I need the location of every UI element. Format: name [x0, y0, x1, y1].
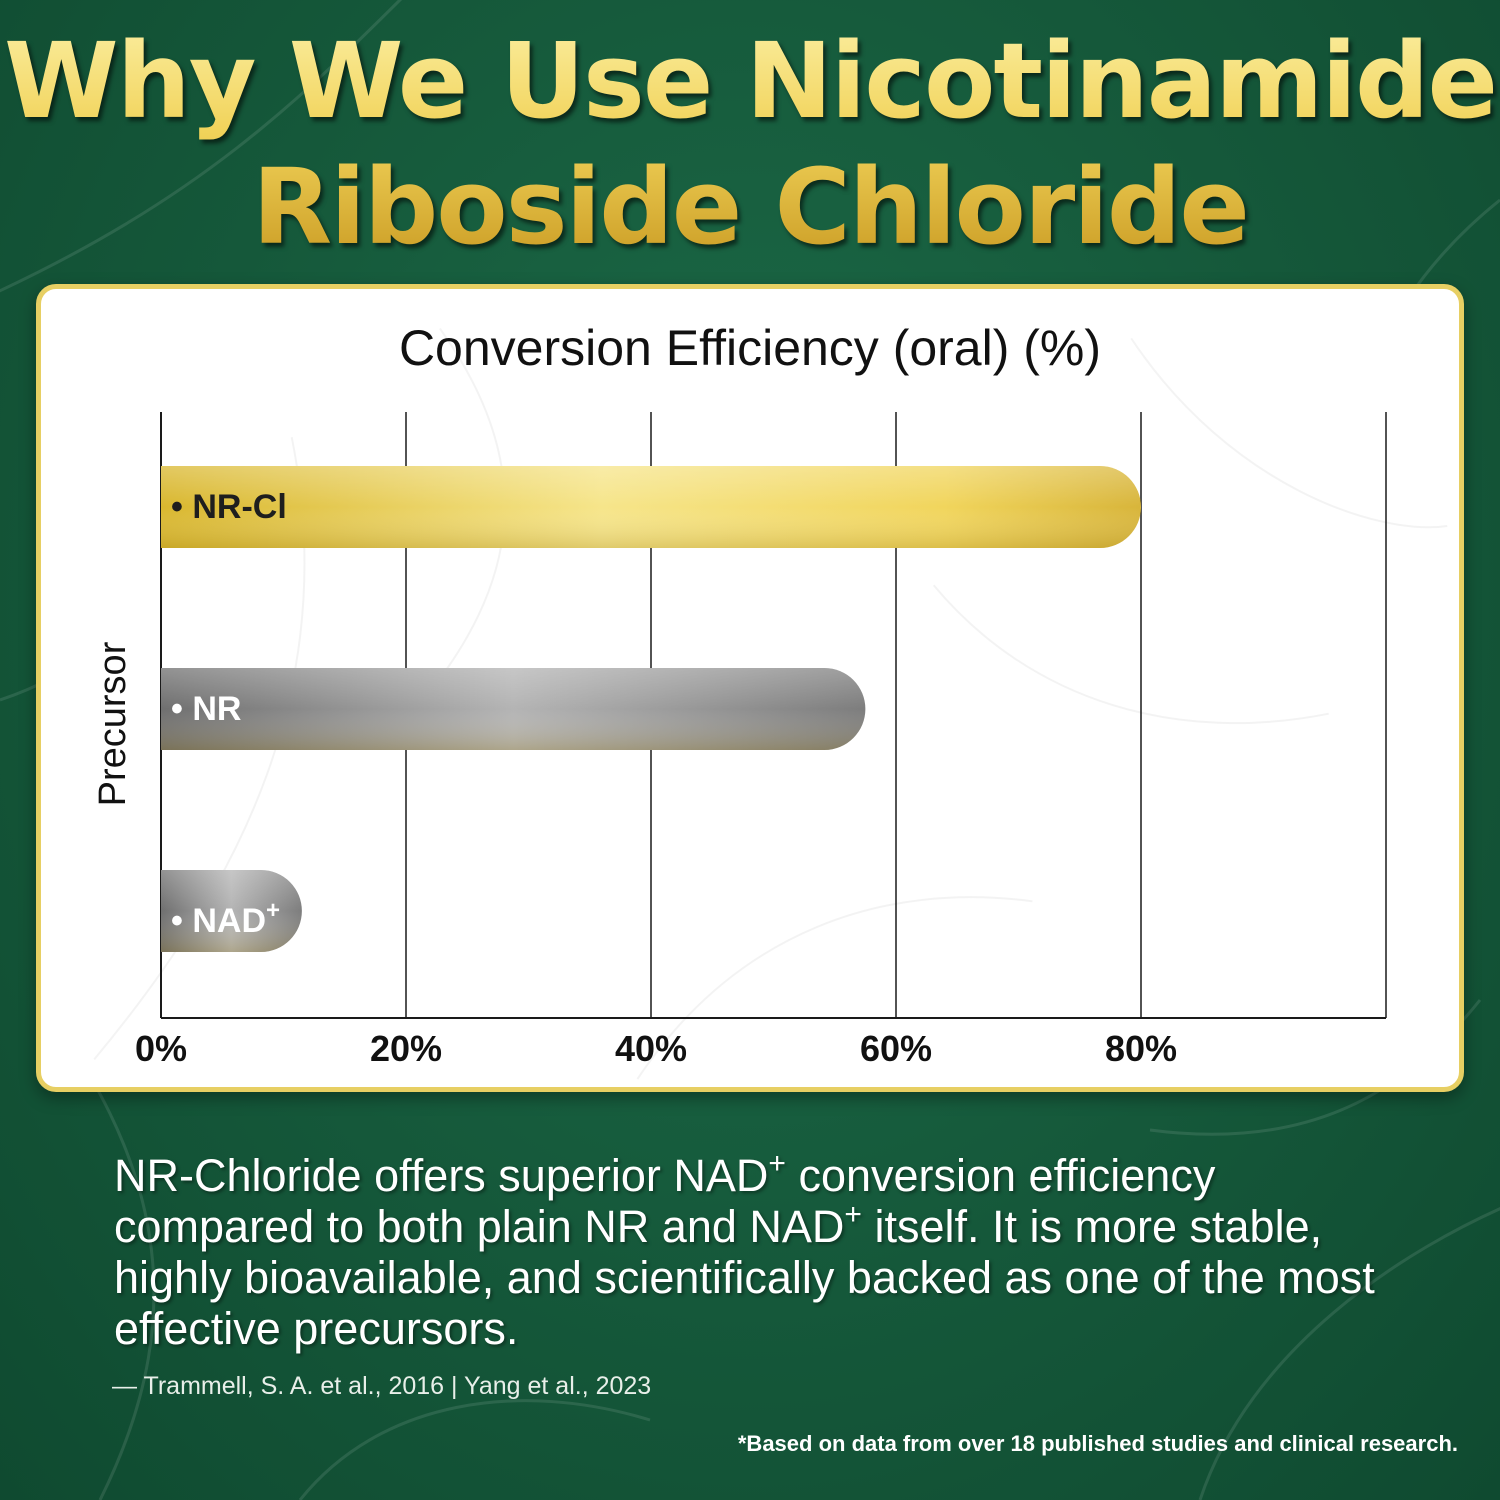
description-sup-1: + — [768, 1147, 786, 1180]
bar-shading — [161, 869, 302, 952]
bar-label: • NAD+ — [171, 891, 280, 941]
bar-label-bullet: • — [171, 690, 193, 728]
citation: — Trammell, S. A. et al., 2016 | Yang et… — [112, 1372, 652, 1400]
x-tick-label: 20% — [369, 1028, 443, 1069]
bar-label-bullet: • — [171, 902, 193, 940]
description-paragraph: NR-Chloride offers superior NAD+ convers… — [114, 1147, 1414, 1355]
bar-label-name: NR-Cl — [192, 488, 287, 526]
x-tick-label: 60% — [859, 1028, 933, 1069]
description-part-1: NR-Chloride offers superior NAD — [114, 1150, 769, 1201]
footnote: *Based on data from over 18 published st… — [737, 1431, 1458, 1456]
bar-label: • NR — [171, 689, 241, 729]
description-part-2: conversion efficiency compared to both p… — [114, 1150, 1216, 1252]
bar-label-superscript: + — [266, 897, 281, 924]
description-sup-2: + — [844, 1198, 862, 1231]
bar-label-name: NR — [192, 690, 242, 728]
bar-shading — [161, 668, 866, 750]
y-axis-label: Precursor — [92, 641, 134, 807]
bar-label-name: NAD — [192, 902, 267, 940]
x-tick-label: 40% — [614, 1028, 688, 1069]
bar-shading — [161, 466, 1141, 548]
x-tick-label: 0% — [134, 1028, 188, 1069]
bar-label-bullet: • — [171, 488, 193, 526]
bar-label: • NR-Cl — [171, 487, 287, 527]
description-part-3: itself. It is more stable, highly bioava… — [114, 1201, 1375, 1354]
chart-title: Conversion Efficiency (oral) (%) — [398, 320, 1102, 376]
x-tick-label: 80% — [1104, 1028, 1178, 1069]
